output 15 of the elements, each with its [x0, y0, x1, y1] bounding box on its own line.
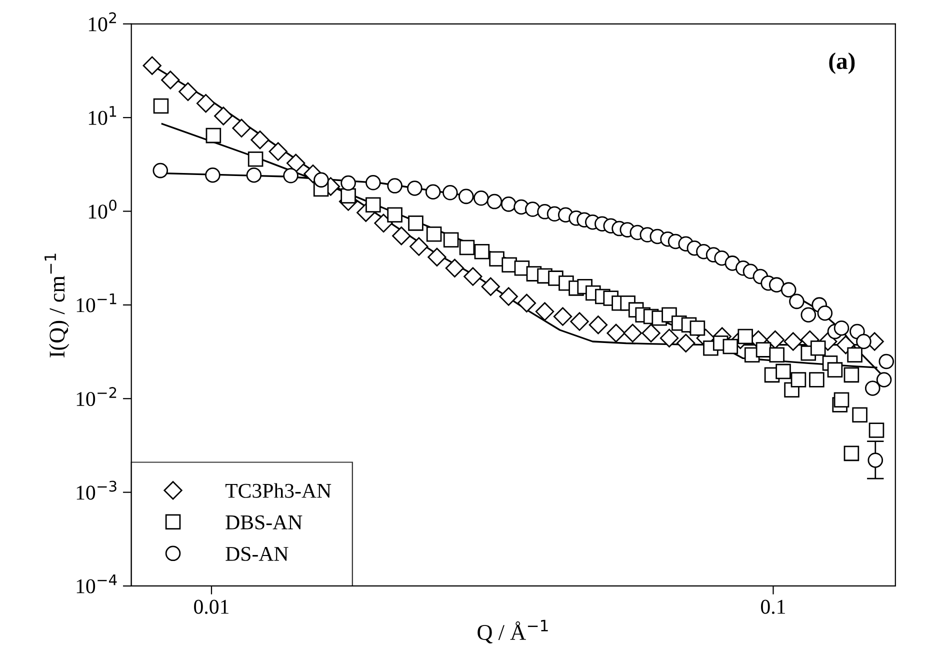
y-tick-label: 10$^{2}$: [88, 12, 116, 32]
y-tick-label: 10$^{−2}$: [76, 387, 116, 406]
y-tick-label: 10$^{−3}$: [76, 480, 116, 500]
legend-label: DBS-AN: [226, 515, 302, 530]
y-tick-label: 10$^{−4}$: [76, 574, 117, 594]
annotation: (a): [829, 52, 855, 74]
legend-label: TC3Ph3-AN: [225, 483, 332, 498]
x-axis-title: Q / Å$^{−1}$: [478, 620, 548, 644]
legend-label: DS-AN: [226, 546, 288, 561]
y-tick-label: 10$^{−1}$: [76, 293, 116, 312]
x-tick-label: 0.1: [761, 600, 785, 614]
y-tick-label: 10$^{0}$: [88, 200, 116, 219]
y-axis-title: I(Q) / cm$^{−1}$: [44, 254, 70, 358]
y-tick-label: 10$^{1}$: [88, 106, 116, 125]
x-tick-label: 0.01: [194, 600, 228, 614]
